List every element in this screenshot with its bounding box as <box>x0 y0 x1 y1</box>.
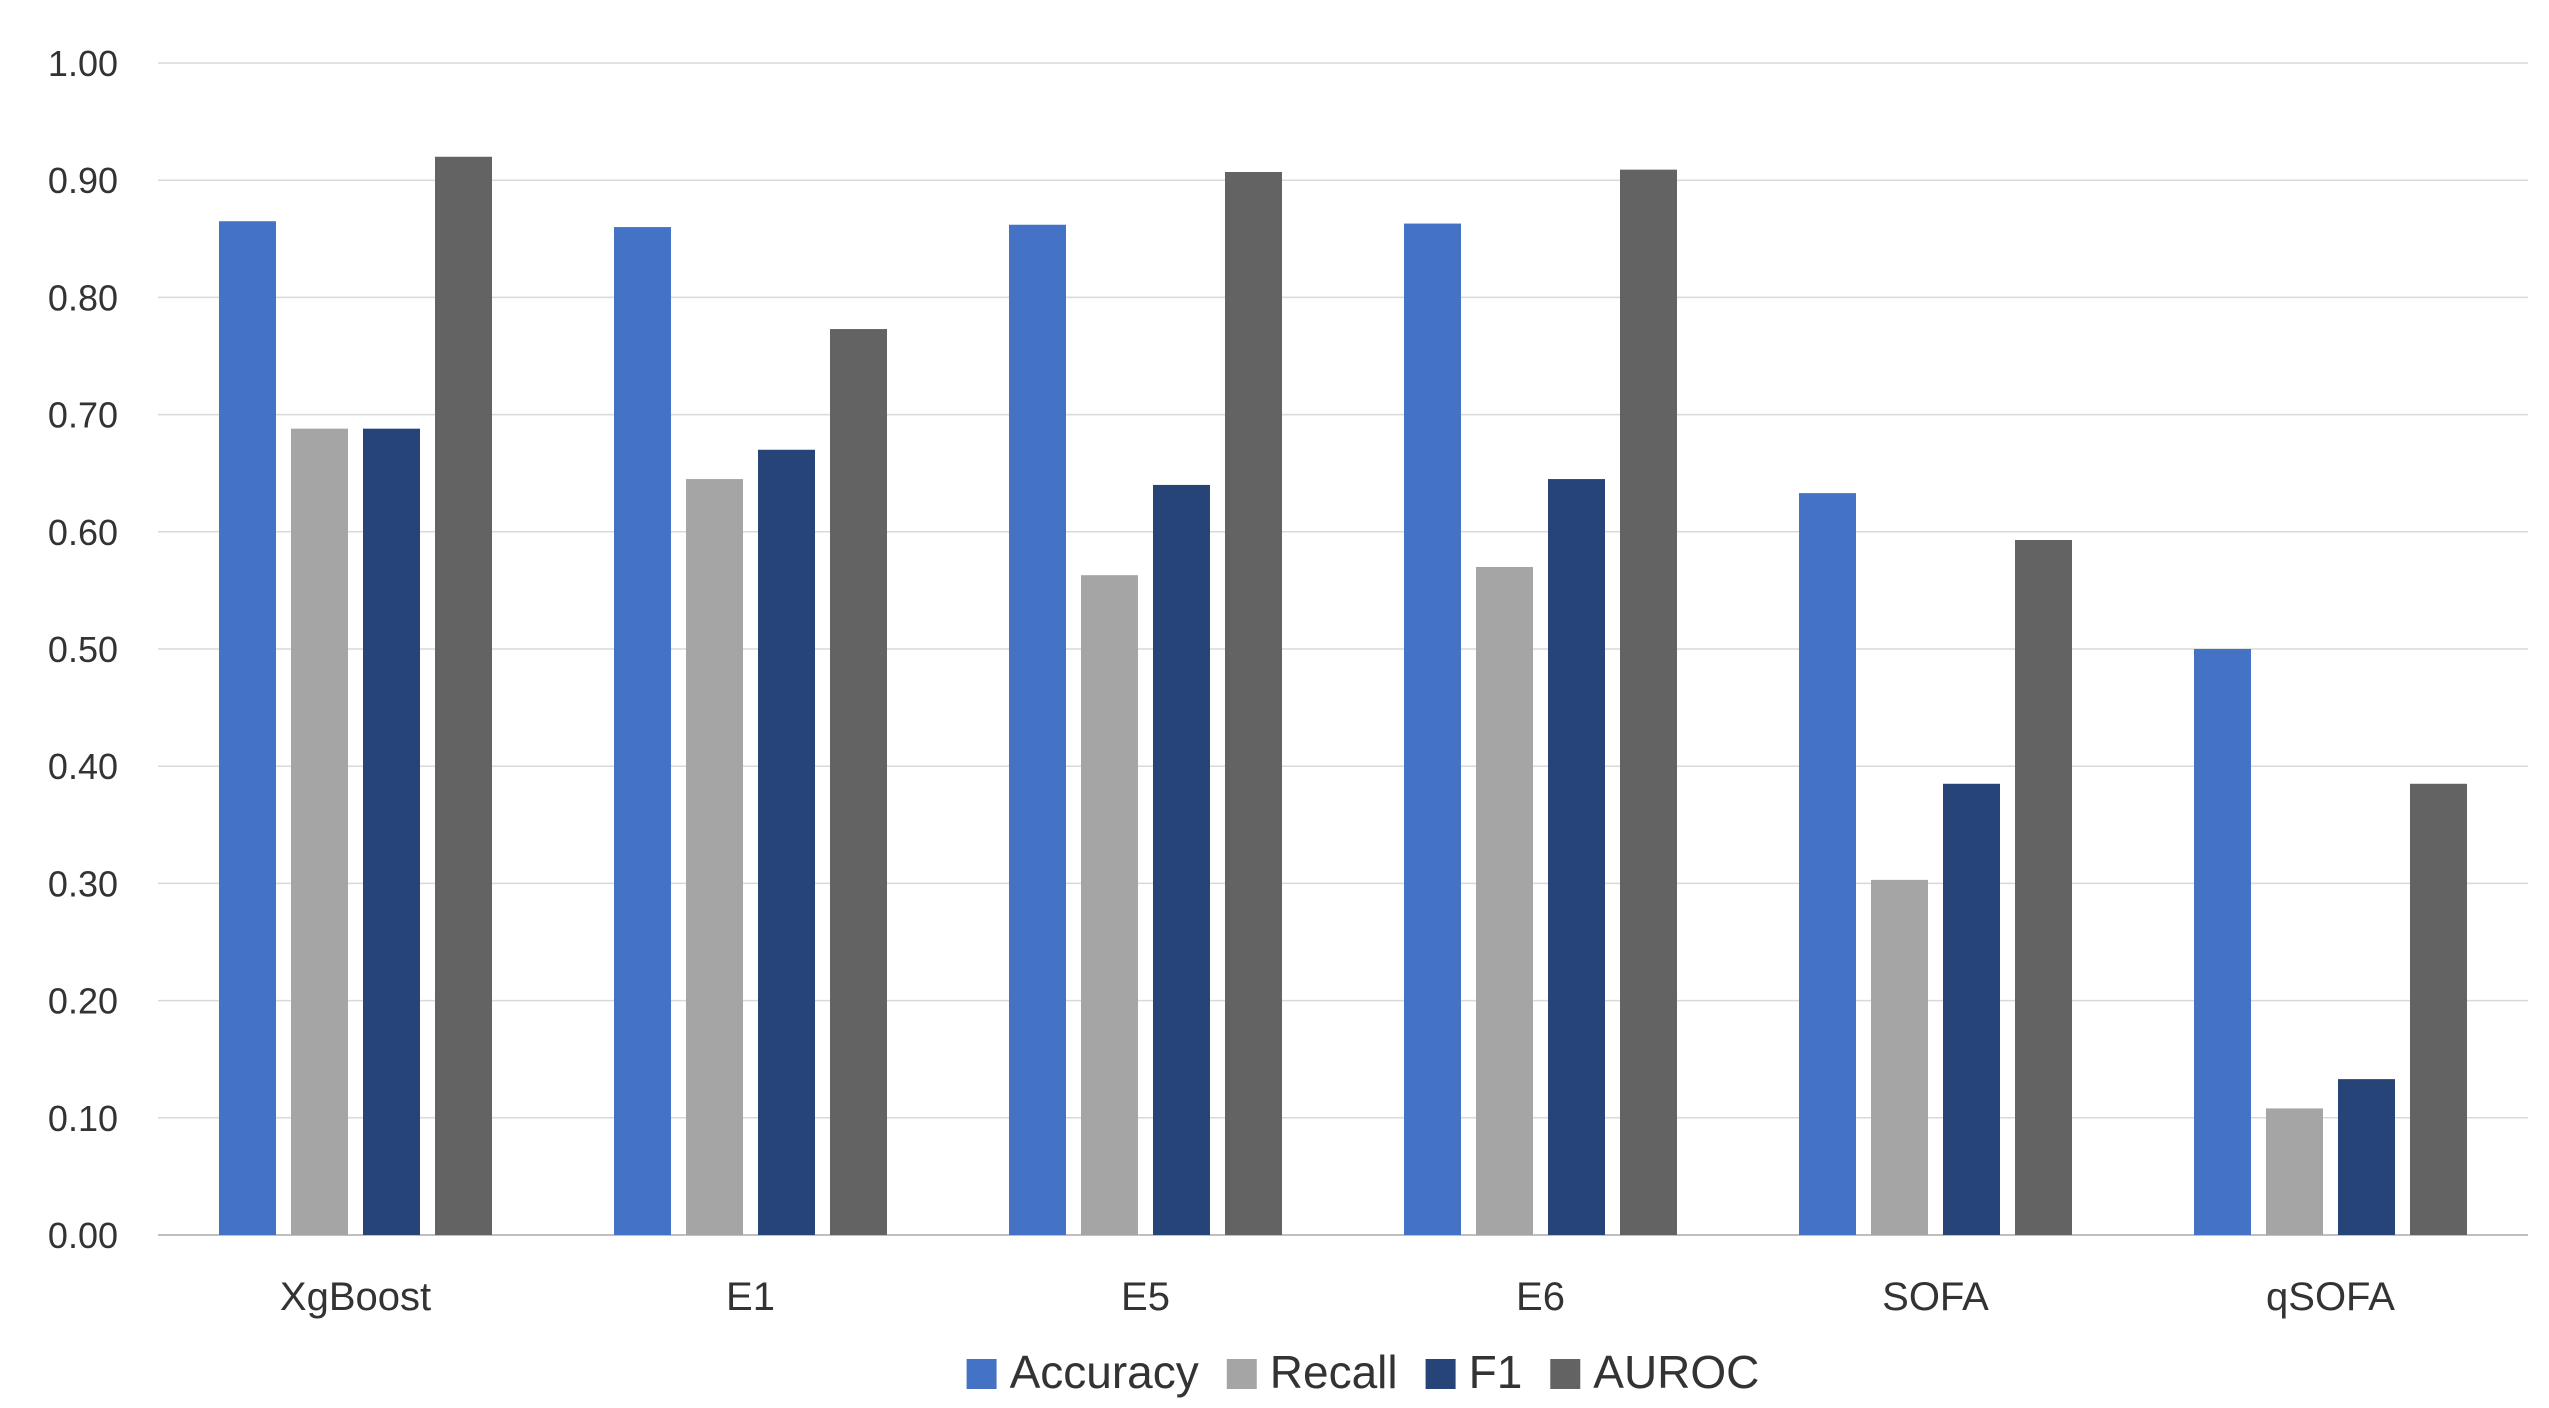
y-tick-label: 0.40 <box>48 746 118 787</box>
x-axis: XgBoost E1 E5 E6 SOFA qSOFA <box>280 1275 2395 1319</box>
bar-accuracy-e5 <box>1009 224 1066 1236</box>
y-tick-label: 0.20 <box>48 981 118 1022</box>
bar-recall-sofa <box>1871 879 1928 1235</box>
bar-recall-xgboost <box>291 428 348 1235</box>
legend-swatch-recall <box>1226 1359 1257 1389</box>
gridlines <box>158 62 2528 1236</box>
legend: Accuracy Recall F1 AUROC <box>966 1346 1759 1398</box>
bar-f1-sofa <box>1943 783 2000 1235</box>
bar-recall-e6 <box>1476 566 1533 1235</box>
y-tick-label: 0.10 <box>48 1098 118 1139</box>
y-tick-label: 1.00 <box>48 43 118 84</box>
legend-swatch-auroc <box>1550 1359 1581 1389</box>
x-category-label: E6 <box>1516 1275 1565 1319</box>
bar-auroc-e6 <box>1620 169 1677 1236</box>
legend-label-accuracy: Accuracy <box>1010 1346 1199 1398</box>
legend-label-f1: F1 <box>1469 1346 1523 1398</box>
bar-accuracy-qsofa <box>2194 649 2251 1235</box>
legend-swatch-accuracy <box>966 1359 997 1389</box>
bar-auroc-e1 <box>830 329 887 1235</box>
y-axis-tick-labels: 0.00 0.10 0.20 0.30 0.40 0.50 0.60 0.70 0.80 0.90… <box>48 43 118 1256</box>
y-tick-label: 0.80 <box>48 277 118 318</box>
bar-f1-qsofa <box>2338 1079 2395 1235</box>
bar-recall-qsofa <box>2266 1108 2323 1235</box>
legend-swatch-f1 <box>1425 1359 1456 1389</box>
bar-f1-e6 <box>1548 479 1605 1235</box>
bar-f1-e1 <box>758 449 815 1235</box>
x-category-label: qSOFA <box>2266 1275 2395 1319</box>
bar-accuracy-xgboost <box>219 221 276 1236</box>
y-tick-label: 0.60 <box>48 512 118 553</box>
bar-f1-xgboost <box>363 428 420 1235</box>
bar-auroc-qsofa <box>2410 783 2467 1235</box>
bar-auroc-e5 <box>1225 171 1282 1236</box>
y-tick-label: 0.50 <box>48 629 118 670</box>
bars <box>219 156 2467 1236</box>
bar-accuracy-sofa <box>1799 493 1856 1235</box>
y-tick-label: 0.00 <box>48 1215 118 1256</box>
bar-accuracy-e6 <box>1404 223 1461 1236</box>
bar-recall-e1 <box>686 479 743 1235</box>
x-category-label: E1 <box>726 1275 775 1319</box>
bar-auroc-xgboost <box>435 156 492 1235</box>
y-tick-label: 0.30 <box>48 863 118 904</box>
x-category-label: XgBoost <box>280 1275 431 1319</box>
bar-auroc-sofa <box>2015 540 2072 1235</box>
bar-accuracy-e1 <box>614 227 671 1235</box>
legend-label-recall: Recall <box>1270 1346 1398 1398</box>
x-category-label: E5 <box>1121 1275 1170 1319</box>
legend-label-auroc: AUROC <box>1593 1346 1759 1398</box>
y-tick-label: 0.70 <box>48 395 118 436</box>
y-tick-label: 0.90 <box>48 160 118 201</box>
x-category-label: SOFA <box>1882 1275 1989 1319</box>
bar-recall-e5 <box>1081 575 1138 1235</box>
bar-f1-e5 <box>1153 484 1210 1235</box>
